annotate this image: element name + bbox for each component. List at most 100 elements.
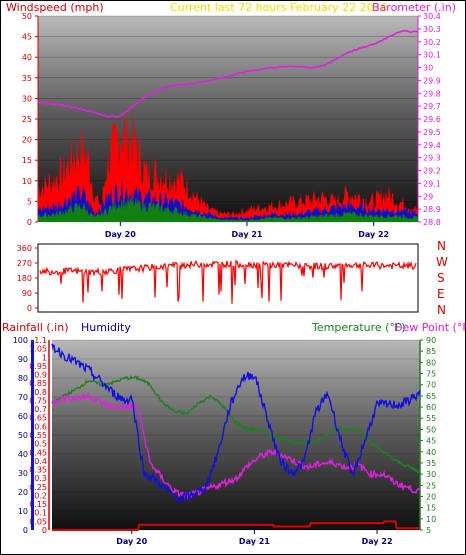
day-label: Day 21	[239, 537, 270, 546]
tick-left-label: 50	[22, 12, 32, 21]
temperature-tick-label: 60	[426, 403, 436, 412]
humidity-tick-label: 50	[18, 431, 28, 440]
tick-right-label: 29.5	[423, 128, 441, 137]
tick-right-label: 29.2	[423, 167, 441, 176]
compass-w: W	[436, 255, 448, 269]
current-label: Current last 72 hours February 22 2026	[170, 1, 388, 14]
tick-left-label: 20	[22, 136, 32, 145]
rain-tick-label: 1.1	[34, 336, 47, 345]
rain-tick-label: 0.5	[34, 440, 47, 449]
day-label: Day 20	[105, 230, 136, 239]
tick-left-label: 5	[27, 197, 32, 206]
rain-tick-label: 0.15	[29, 500, 47, 509]
rain-tick-label: 0.35	[29, 466, 47, 475]
tick-right-label: 29.8	[423, 89, 441, 98]
temperature-tick-label: 35	[426, 459, 436, 468]
temperature-tick-label: 90	[426, 336, 436, 345]
humidity-tick-label: 90	[18, 355, 28, 364]
rain-tick-label: 0.95	[29, 362, 47, 371]
tick-left-label: 40	[22, 53, 32, 62]
tick-left-label: 15	[22, 156, 32, 165]
temperature-tick-label: 55	[426, 414, 436, 423]
direction-tick-label: 360	[17, 244, 32, 253]
temperature-tick-label: 15	[426, 504, 436, 513]
tick-left-label: 35	[22, 74, 32, 83]
wind-panel-day-labels: Day 20 Day 21 Day 22	[105, 222, 389, 239]
tick-left-label: 10	[22, 177, 32, 186]
rain-tick-label: 0.1	[34, 509, 47, 518]
humidity-panel-day-labels: Day 20 Day 21 Day 22	[116, 530, 393, 546]
tick-right-label: 30.3	[423, 25, 441, 34]
tick-right-label: 29.4	[423, 141, 441, 150]
rain-line	[52, 520, 420, 531]
wind-gust-area	[38, 104, 418, 222]
temperature-tick-label: 45	[426, 437, 436, 446]
tick-left-label: 30	[22, 94, 32, 103]
humidity-axis-bar	[31, 340, 34, 530]
wind-direction-line	[39, 259, 417, 304]
rain-tick-label: 1	[42, 353, 47, 362]
compass-e: E	[437, 287, 445, 301]
humidity-tick-label: 20	[18, 488, 28, 497]
temperature-tick-label: 40	[426, 448, 436, 457]
temperature-tick-label: 50	[426, 425, 436, 434]
dewpoint-label: Dew Point (°F)	[394, 321, 466, 334]
rain-tick-label: 0.4	[34, 457, 47, 466]
tick-left-label: 45	[22, 33, 32, 42]
temperature-tick-label: 25	[426, 481, 436, 490]
wind-panel-series	[37, 29, 419, 222]
humidity-tick-label: 10	[18, 507, 28, 516]
dewpoint-line	[51, 391, 421, 501]
humidity-panel-axes: 0 10 20 30 40 50 60 70 80 90 100 00.050.10.150.20.2…	[13, 336, 436, 535]
tick-right-label: 29.9	[423, 76, 441, 85]
temperature-tick-label: 5	[426, 526, 431, 535]
direction-panel-series	[39, 259, 417, 304]
rain-tick-label: 0	[42, 526, 47, 535]
tick-right-label: 28.9	[423, 205, 441, 214]
humidity-panel-series	[51, 343, 421, 531]
tick-right-label: 29.7	[423, 102, 441, 111]
humidity-panel-grid	[52, 339, 420, 531]
temperature-tick-label: 70	[426, 381, 436, 390]
day-label: Day 20	[116, 537, 147, 546]
day-label: Day 22	[362, 537, 393, 546]
humidity-tick-label: 0	[23, 526, 28, 535]
temperature-tick-label: 30	[426, 470, 436, 479]
temperature-tick-label: 20	[426, 492, 436, 501]
compass-labels: N W S E N	[436, 239, 448, 317]
rain-tick-label: 0.6	[34, 422, 47, 431]
rain-tick-label: 0.7	[34, 405, 47, 414]
direction-tick-label: 0	[27, 304, 32, 313]
humidity-tick-label: 80	[18, 374, 28, 383]
compass-s: S	[437, 271, 445, 285]
direction-tick-label: 180	[17, 274, 32, 283]
humidity-tick-label: 40	[18, 450, 28, 459]
tick-right-label: 28.8	[423, 218, 441, 227]
humidity-line	[51, 343, 421, 504]
tick-right-label: 29.1	[423, 179, 441, 188]
wind-panel-axes: 0 5 10 15 20 25 30 35 40 45 50 28.8 28.9 29 29.1 29.2 29…	[22, 12, 441, 227]
day-label: Day 21	[232, 230, 263, 239]
rain-tick-label: 0.45	[29, 448, 47, 457]
rainfall-label: Rainfall (.in)	[2, 321, 69, 334]
wind-low-area	[38, 195, 418, 222]
tick-right-label: 30.4	[423, 12, 441, 21]
rain-tick-label: 0.8	[34, 388, 47, 397]
temperature-tick-label: 75	[426, 370, 436, 379]
humidity-label: Humidity	[81, 321, 131, 334]
barometer-line	[37, 29, 419, 119]
temperature-label: Temperature (°F)	[311, 321, 406, 334]
rain-tick-label: 0.85	[29, 379, 47, 388]
day-label: Day 22	[358, 230, 389, 239]
humidity-tick-label: 100	[13, 336, 28, 345]
rain-tick-label: 1.05	[29, 345, 47, 354]
tick-right-label: 30.2	[423, 38, 441, 47]
tick-right-label: 29	[423, 192, 433, 201]
tick-right-label: 30	[423, 64, 433, 73]
rain-tick-label: 0.25	[29, 483, 47, 492]
temperature-tick-label: 80	[426, 358, 436, 367]
temperature-tick-label: 85	[426, 347, 436, 356]
windspeed-label: Windspeed (mph)	[6, 1, 104, 14]
rain-tick-label: 0.2	[34, 491, 47, 500]
